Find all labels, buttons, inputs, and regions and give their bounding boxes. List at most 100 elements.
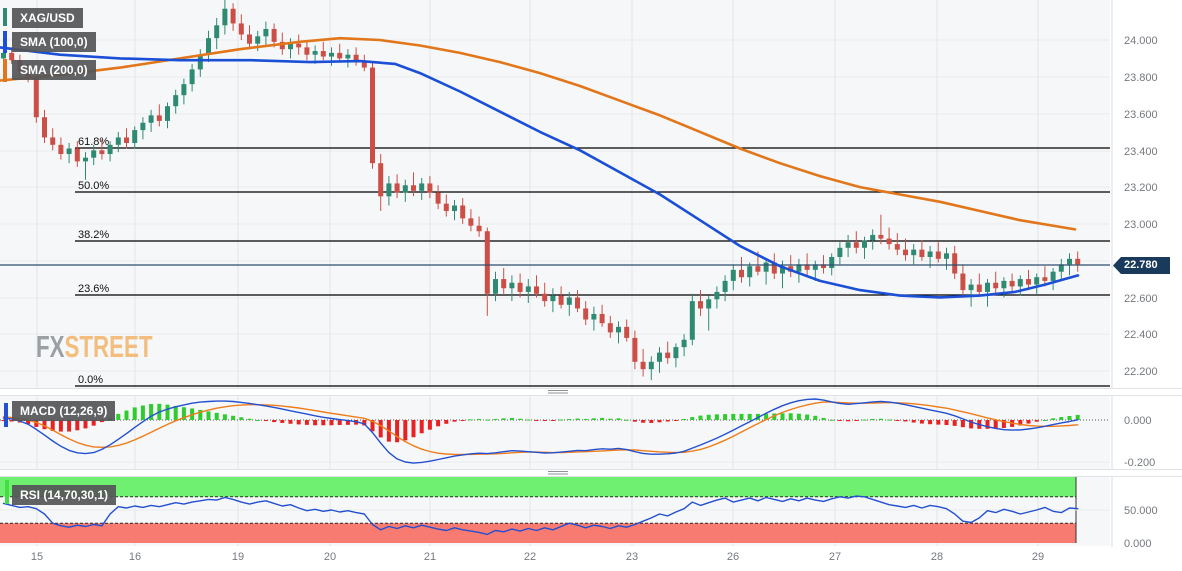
candle-body (394, 183, 400, 193)
candle-body (944, 253, 949, 259)
candle-body (985, 282, 990, 292)
candle-body (648, 361, 654, 370)
candle-body (296, 43, 302, 48)
macd-histogram-bar (485, 419, 490, 421)
candle-body (993, 282, 999, 289)
candle-body (238, 23, 244, 35)
candle-body (1034, 277, 1040, 285)
macd-histogram-bar (419, 420, 424, 434)
candle-body (42, 117, 47, 138)
candle-body (763, 262, 769, 272)
macd-histogram-bar (42, 420, 47, 430)
candle-body (386, 183, 392, 197)
candle-body (271, 28, 277, 42)
macd-histogram-bar (665, 420, 670, 422)
macd-histogram-bar (132, 407, 137, 420)
macd-histogram-bar (280, 420, 285, 423)
macd-histogram-bar (772, 413, 777, 420)
candle-body (91, 150, 97, 158)
time-axis-label: 15 (31, 551, 43, 563)
macd-histogram-bar (231, 415, 236, 420)
candle-body (919, 249, 925, 257)
sma100-label[interactable]: SMA (100,0) (12, 32, 96, 52)
macd-histogram-bar (870, 418, 875, 420)
macd-histogram-bar (345, 420, 350, 425)
candle-body (525, 286, 531, 292)
candle-body (780, 266, 785, 274)
drag-handle-icon[interactable] (548, 471, 568, 476)
candle-body (279, 41, 285, 50)
candle-body (796, 264, 802, 272)
macd-histogram-bar (304, 420, 309, 425)
sma200-label[interactable]: SMA (200,0) (12, 60, 96, 80)
panel-separator-2[interactable] (0, 469, 1182, 477)
candle-body (771, 262, 777, 274)
candle-body (411, 185, 416, 191)
macd-histogram-bar (567, 418, 572, 420)
candle-body (1042, 277, 1048, 281)
candle-body (214, 25, 220, 39)
drag-handle-icon[interactable] (548, 390, 568, 395)
macd-histogram-bar (739, 413, 744, 420)
time-axis-label: 21 (424, 551, 436, 563)
candle-body (878, 234, 884, 239)
macd-histogram-bar (403, 420, 408, 441)
candle-body (681, 339, 687, 348)
time-axis-label: 22 (524, 551, 536, 563)
candle-body (1067, 258, 1072, 265)
macd-histogram-bar (181, 407, 186, 420)
macd-histogram-bar (518, 418, 523, 420)
candle-body (288, 43, 293, 50)
time-axis-label: 23 (626, 551, 638, 563)
candle-body (173, 95, 179, 107)
macd-histogram-bar (862, 419, 867, 421)
macd-histogram-bar (985, 420, 990, 429)
price-axis-label: 22.200 (1124, 366, 1158, 378)
macd-histogram-bar (91, 420, 96, 426)
time-axis-label: 19 (232, 551, 244, 563)
candle-body (829, 256, 835, 269)
panel-separator-1[interactable] (0, 388, 1182, 396)
candle-body (427, 183, 433, 193)
candle-body (419, 183, 425, 191)
macd-histogram-bar (222, 414, 227, 420)
candle-body (222, 8, 228, 26)
candle-body (960, 273, 966, 291)
macd-histogram-bar (526, 419, 531, 421)
macd-histogram-bar (83, 420, 88, 429)
candle-body (9, 52, 15, 61)
candle-body (452, 205, 457, 212)
current-price-tag: 22.780 (1113, 257, 1170, 274)
watermark-street: STREET (64, 329, 153, 364)
candle-body (862, 240, 867, 248)
macd-histogram-bar (698, 415, 703, 420)
macd-histogram-bar (165, 404, 170, 420)
macd-histogram-bar (272, 420, 277, 423)
macd-histogram-bar (116, 413, 121, 420)
candle-body (583, 308, 589, 320)
macd-histogram-bar (895, 420, 900, 421)
candle-body (124, 137, 129, 143)
macd-histogram-bar (468, 419, 473, 421)
macd-histogram-bar (796, 413, 801, 420)
candle-body (894, 244, 900, 250)
candle-body (1058, 264, 1064, 272)
macd-label[interactable]: MACD (12,26,9) (12, 401, 116, 421)
macd-histogram-bar (600, 417, 605, 420)
rsi-line (2, 495, 1079, 536)
sma100-line (0, 46, 1080, 299)
rsi-label[interactable]: RSI (14,70,30,1) (12, 485, 117, 505)
candle-body (706, 299, 712, 309)
candle-body (370, 67, 375, 164)
candle-body (550, 295, 556, 302)
candle-body (976, 284, 982, 292)
macd-histogram-bar (747, 413, 752, 420)
macd-histogram-bar (58, 420, 63, 432)
candle-body (714, 291, 720, 300)
macd-histogram-bar (247, 418, 252, 420)
symbol-label[interactable]: XAG/USD (12, 8, 83, 28)
candle-body (312, 51, 318, 55)
macd-histogram-bar (452, 420, 457, 422)
rsi-overbought-band (0, 477, 1076, 497)
